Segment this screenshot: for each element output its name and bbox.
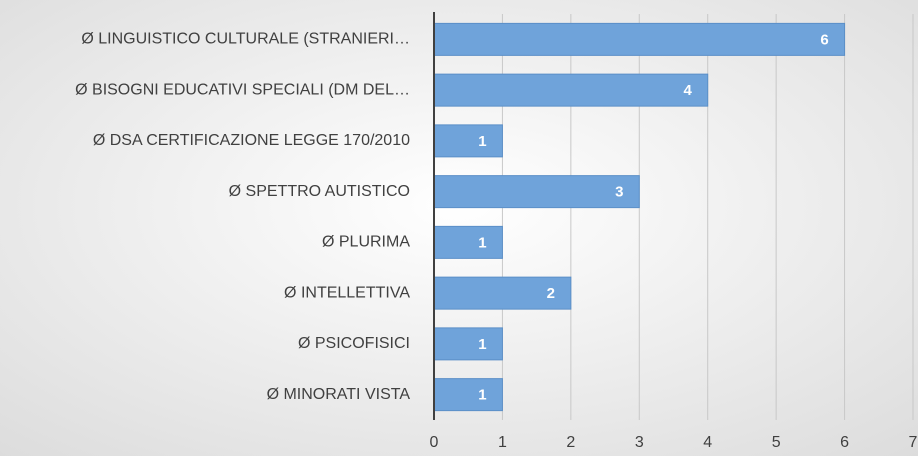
y-tick-label: Ø INTELLETTIVA [284, 284, 410, 301]
x-tick-label: 1 [498, 434, 507, 451]
x-tick-label: 2 [566, 434, 575, 451]
data-label: 4 [684, 82, 693, 99]
data-label: 1 [478, 234, 486, 251]
y-tick-label: Ø SPETTRO AUTISTICO [229, 183, 410, 200]
bar [433, 378, 503, 412]
data-label: 6 [820, 31, 828, 48]
x-tick-label: 7 [909, 434, 918, 451]
x-tick-label: 3 [635, 434, 644, 451]
y-tick-label: Ø LINGUISTICO CULTURALE (STRANIERI… [81, 31, 410, 48]
bar [433, 73, 709, 107]
bar [433, 124, 503, 158]
y-tick-label: Ø PLURIMA [322, 234, 410, 251]
data-label: 1 [478, 133, 486, 150]
bar [433, 22, 846, 56]
data-label: 2 [547, 285, 555, 302]
bar [433, 327, 503, 361]
bar [433, 276, 572, 310]
x-tick-label: 4 [703, 434, 712, 451]
bar [433, 225, 503, 259]
y-tick-label: Ø PSICOFISICI [298, 335, 410, 352]
y-tick-label: Ø DSA CERTIFICAZIONE LEGGE 170/2010 [93, 132, 410, 149]
data-label: 1 [478, 336, 486, 353]
x-tick-label: 5 [772, 434, 781, 451]
x-tick-label: 0 [430, 434, 439, 451]
x-tick-label: 6 [840, 434, 849, 451]
y-tick-label: Ø BISOGNI EDUCATIVI SPECIALI (DM DEL… [75, 81, 410, 98]
bar [433, 175, 640, 209]
data-label: 1 [478, 387, 486, 404]
data-label: 3 [615, 184, 623, 201]
y-tick-label: Ø MINORATI VISTA [267, 386, 411, 403]
